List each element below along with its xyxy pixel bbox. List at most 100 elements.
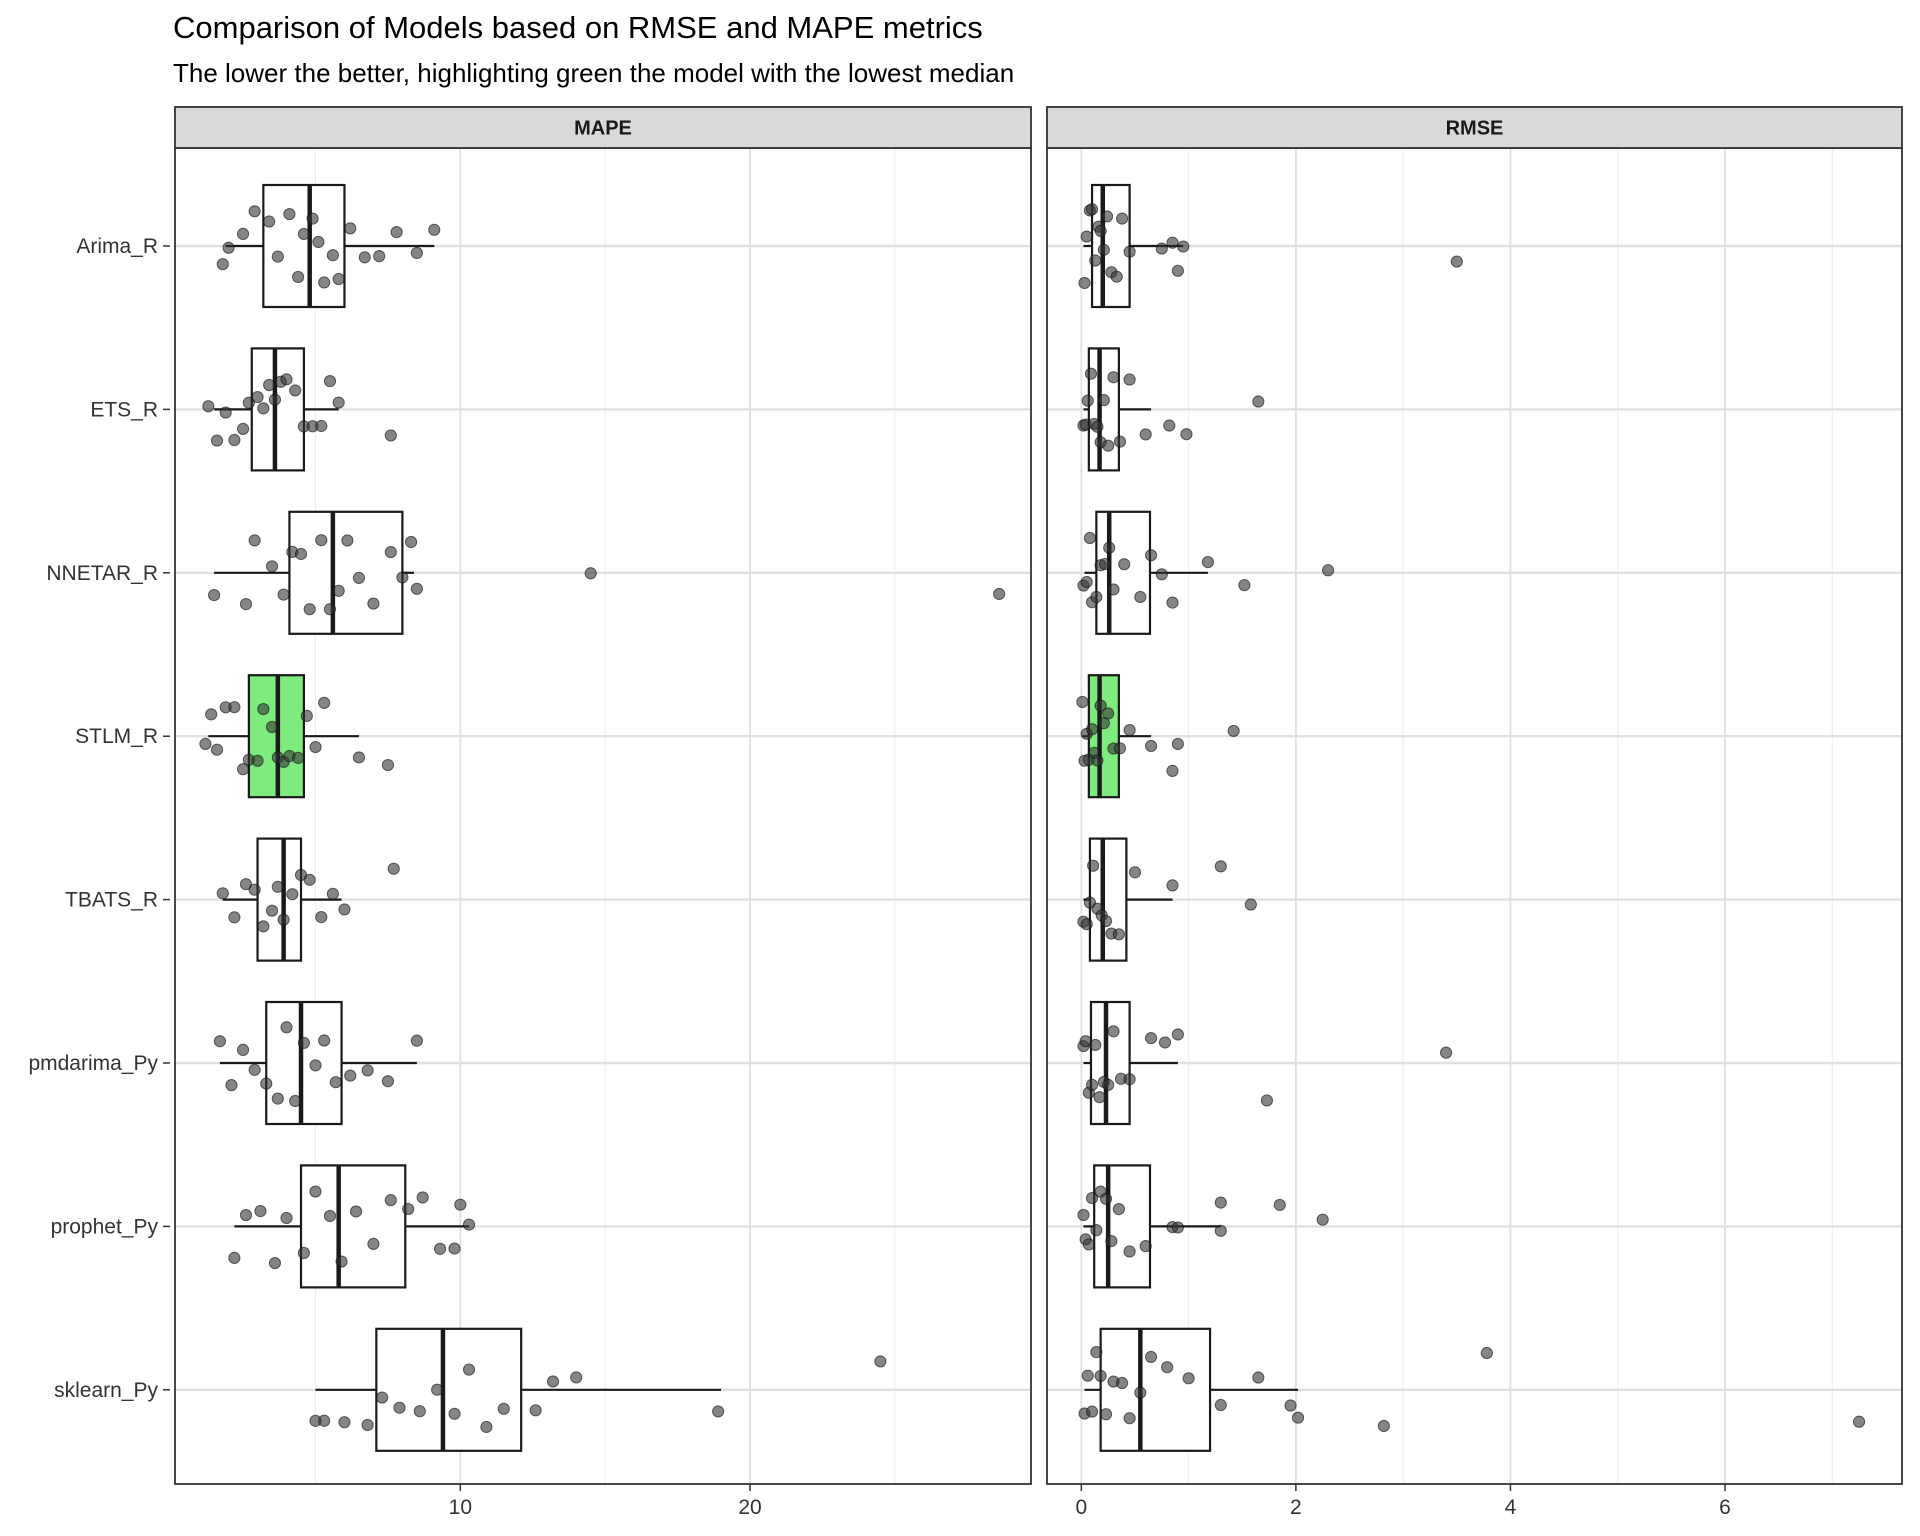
data-point [318,1414,331,1427]
data-point [1852,1415,1866,1428]
data-point [349,1205,363,1218]
data-point [1139,1240,1152,1253]
data-point [257,920,270,933]
data-point [326,249,339,262]
data-point [1180,428,1193,441]
data-point [1214,1224,1227,1237]
data-point [497,1402,510,1415]
data-point [584,567,597,580]
data-point [1182,1372,1195,1385]
data-point [239,878,253,891]
data-point [1166,879,1179,892]
data-point [1085,723,1099,736]
data-point [1238,579,1251,592]
data-point [1102,1078,1115,1092]
data-point [1439,1046,1453,1059]
data-point [248,205,261,218]
data-point [242,396,255,409]
data-point [228,1251,241,1264]
data-point [1091,420,1104,433]
data-point [874,1355,887,1368]
data-point [1084,367,1098,380]
data-point [1085,1078,1099,1091]
data-point [338,903,351,916]
data-point [219,406,232,419]
data-point [1107,1025,1120,1038]
data-point [1171,1221,1184,1234]
data-point [257,402,270,415]
data-point [1177,240,1190,253]
strip-header [1046,106,1903,149]
data-point [1080,918,1093,931]
data-point [384,429,397,442]
data-point [338,1416,351,1429]
data-point [1089,254,1102,267]
data-point [248,1063,261,1076]
data-point [344,222,357,235]
box-rmse-nnetar-r [1084,510,1208,635]
data-point [1113,742,1127,755]
data-point [993,587,1006,601]
data-point [1090,590,1103,604]
data-point [318,1034,331,1047]
data-point [1377,1419,1390,1433]
data-point [1091,754,1104,767]
data-point [1480,1346,1493,1360]
data-point [297,227,311,241]
box-iqr [1087,674,1120,799]
data-point [1166,596,1179,609]
data-point [462,1218,476,1231]
box-iqr [1088,837,1128,962]
data-point [1161,1361,1174,1374]
data-point [1105,1234,1118,1248]
data-point [462,1363,476,1376]
data-point [1102,439,1115,452]
data-point [1450,255,1463,268]
data-point [1214,1398,1227,1412]
x-tick-label: 10 [449,1496,472,1519]
data-point [448,1407,461,1420]
data-point [1144,739,1158,753]
data-point [413,1405,426,1418]
data-point [271,1092,284,1105]
data-point [358,251,371,264]
data-point [712,1405,725,1418]
data-point [289,384,302,397]
data-point [381,758,395,772]
data-point [1155,242,1168,255]
y-tick-label-arima-r: Arima_R [76,235,158,258]
data-point [283,207,296,221]
data-point [431,1383,444,1396]
data-point [1144,1032,1158,1045]
data-point [1201,556,1215,569]
data-point [202,400,215,413]
strip-header [174,106,1032,149]
box-mape-sklearn-py [315,1327,722,1452]
data-point [297,1246,311,1260]
data-point [1260,1094,1274,1107]
data-point [277,913,290,926]
data-point [1144,1350,1158,1364]
data-point [1107,371,1120,384]
box-iqr [1090,183,1131,309]
data-point [236,227,250,241]
data-point [1078,276,1091,290]
data-point [410,582,423,595]
data-point [236,1043,250,1056]
box-iqr [1099,1327,1212,1452]
data-point [1214,1196,1227,1209]
data-point [1110,270,1123,283]
box-mape-tbats-r [222,837,342,962]
data-point [387,862,400,875]
data-point [1085,1192,1099,1205]
data-point [1090,1224,1103,1237]
data-point [1112,928,1125,941]
data-point [216,258,229,271]
data-point [410,246,423,260]
data-point [225,1079,238,1092]
x-tick-label: 0 [1075,1496,1087,1519]
data-point [390,226,403,239]
box-mape-stlm-r [208,674,359,799]
data-point [332,396,345,409]
data-point [236,763,250,776]
